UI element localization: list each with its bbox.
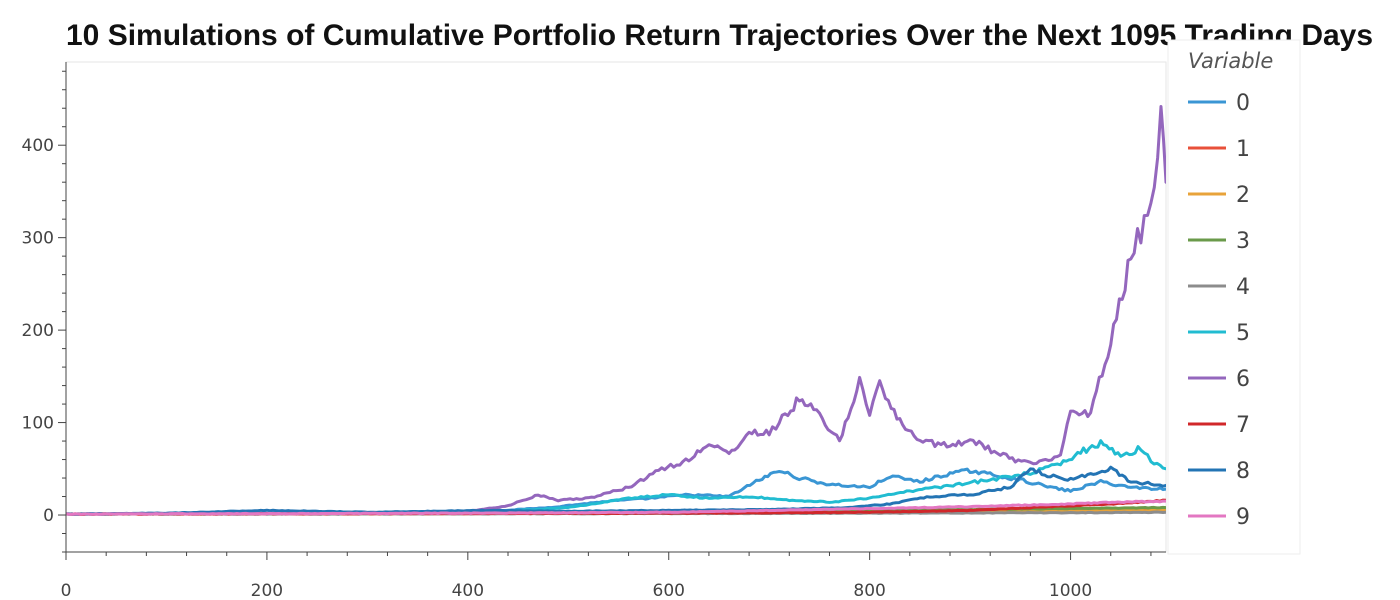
legend-label-3: 3 bbox=[1236, 229, 1250, 254]
y-tick-label: 100 bbox=[22, 414, 54, 434]
legend-label-5: 5 bbox=[1236, 321, 1250, 346]
chart-title: 10 Simulations of Cumulative Portfolio R… bbox=[66, 19, 1373, 52]
x-tick-label: 200 bbox=[251, 581, 283, 600]
legend: 0 1 2 3 4 5 6 7 8 9 bbox=[1188, 91, 1250, 530]
x-axis: 0 200 400 600 800 1000 bbox=[61, 552, 1152, 600]
series-line-5 bbox=[66, 439, 1166, 516]
legend-label-8: 8 bbox=[1236, 459, 1250, 484]
x-tick-label: 400 bbox=[452, 581, 484, 600]
y-tick-label: 200 bbox=[22, 321, 54, 341]
legend-label-2: 2 bbox=[1236, 183, 1250, 208]
legend-label-7: 7 bbox=[1236, 413, 1250, 438]
x-tick-label: 600 bbox=[653, 581, 685, 600]
legend-label-9: 9 bbox=[1236, 505, 1250, 530]
series-line-6 bbox=[66, 104, 1166, 516]
series-group bbox=[66, 104, 1166, 516]
x-tick-label: 800 bbox=[853, 581, 885, 600]
legend-label-1: 1 bbox=[1236, 137, 1250, 162]
legend-label-6: 6 bbox=[1236, 367, 1250, 392]
y-tick-label: 0 bbox=[43, 506, 54, 526]
legend-title: Variable bbox=[1188, 49, 1273, 73]
legend-label-0: 0 bbox=[1236, 91, 1250, 116]
y-tick-label: 300 bbox=[22, 229, 54, 249]
series-line-9 bbox=[66, 499, 1166, 516]
legend-label-4: 4 bbox=[1236, 275, 1250, 300]
series-line-8 bbox=[66, 465, 1166, 516]
x-tick-label: 0 bbox=[61, 581, 72, 600]
legend-box bbox=[1167, 39, 1301, 555]
y-tick-label: 400 bbox=[22, 136, 54, 156]
y-axis: 0 100 200 300 400 bbox=[22, 70, 66, 553]
x-tick-label: 1000 bbox=[1049, 581, 1092, 600]
